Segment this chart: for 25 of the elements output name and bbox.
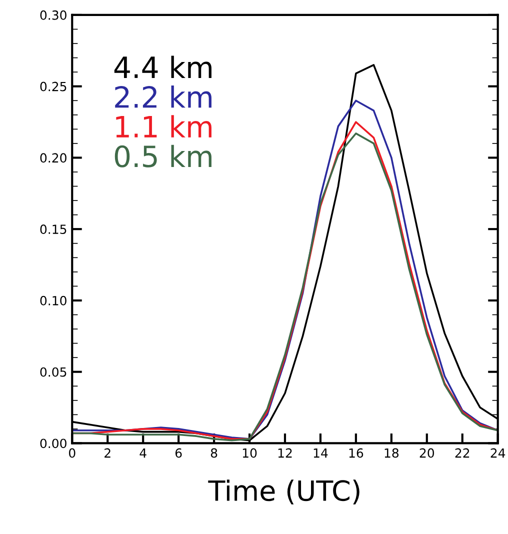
- x-tick-label: 12: [278, 448, 292, 458]
- y-tick-label: 0.25: [40, 82, 66, 92]
- x-tick-label: 24: [490, 448, 506, 458]
- x-tick-label: 14: [314, 448, 328, 458]
- x-tick-label: 16: [349, 448, 364, 458]
- y-tick-label: 0.20: [40, 153, 66, 163]
- x-tick-label: 18: [384, 448, 399, 458]
- x-axis-title: Time (UTC): [208, 480, 360, 504]
- x-tick-label: 0: [68, 448, 76, 458]
- text: 0.5 km: [114, 144, 212, 168]
- x-tick-label: 22: [455, 448, 470, 458]
- x-tick-label: 8: [210, 448, 218, 458]
- x-tick-label: 6: [175, 448, 182, 458]
- x-tick-label: 10: [242, 448, 257, 458]
- x-tick-label: 20: [420, 448, 434, 458]
- y-tick-label: 0.30: [40, 10, 66, 20]
- text: 4.4 km: [114, 56, 212, 78]
- text: 2.2 km: [115, 85, 212, 108]
- y-tick-label: 0.00: [40, 438, 66, 448]
- x-tick-label: 4: [140, 448, 146, 458]
- x-tick-label: 2: [104, 448, 110, 458]
- y-tick-label: 0.05: [40, 367, 66, 377]
- y-tick-label: 0.15: [40, 224, 66, 234]
- text: 1.1 km: [116, 115, 212, 138]
- y-tick-label: 0.10: [40, 296, 66, 306]
